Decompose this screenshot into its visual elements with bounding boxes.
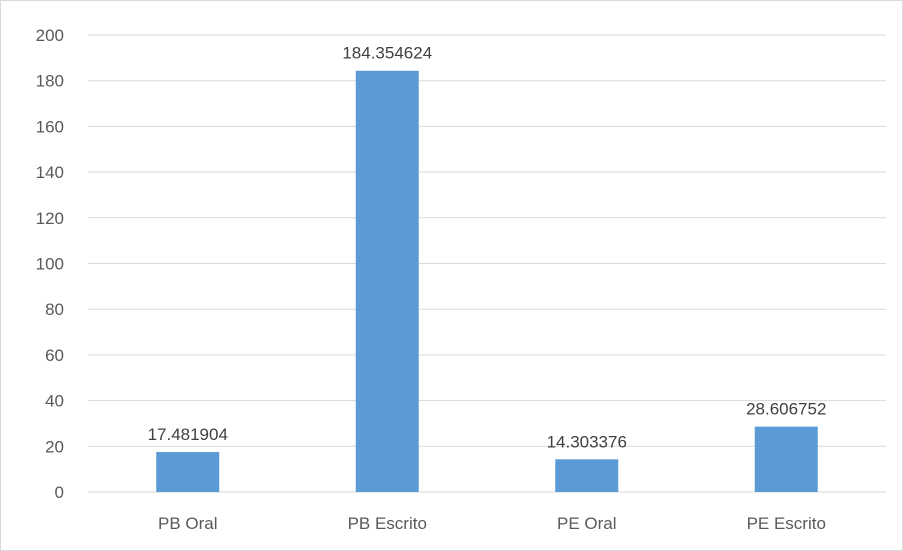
y-tick-label: 120 [36,209,64,228]
y-tick-label: 80 [45,300,64,319]
y-tick-label: 160 [36,117,64,136]
y-tick-label: 100 [36,255,64,274]
gridlines [88,34,886,493]
data-label: 184.354624 [342,44,432,63]
x-category-label: PB Oral [158,514,218,533]
y-tick-label: 60 [45,346,64,365]
data-label: 17.481904 [148,425,228,444]
data-label: 28.606752 [746,400,826,419]
bar-pb-escrito [355,70,419,492]
bar-pb-oral [156,452,220,492]
bars [156,70,818,492]
x-category-label: PE Escrito [747,514,826,533]
data-label: 14.303376 [547,432,627,451]
y-tick-label: 180 [36,72,64,91]
bar-pe-oral [555,459,619,492]
y-axis-ticks: 0 20 40 60 80 100 120 140 160 180 200 [36,26,64,502]
y-tick-label: 40 [45,392,64,411]
y-tick-label: 0 [55,483,64,502]
y-tick-label: 140 [36,163,64,182]
y-tick-label: 200 [36,26,64,45]
x-category-label: PE Oral [557,514,617,533]
x-axis-categories: PB Oral PB Escrito PE Oral PE Escrito [158,514,826,533]
x-category-label: PB Escrito [348,514,427,533]
bar-pe-escrito [754,426,818,492]
y-tick-label: 20 [45,437,64,456]
data-labels: 17.481904 184.354624 14.303376 28.606752 [148,44,827,452]
